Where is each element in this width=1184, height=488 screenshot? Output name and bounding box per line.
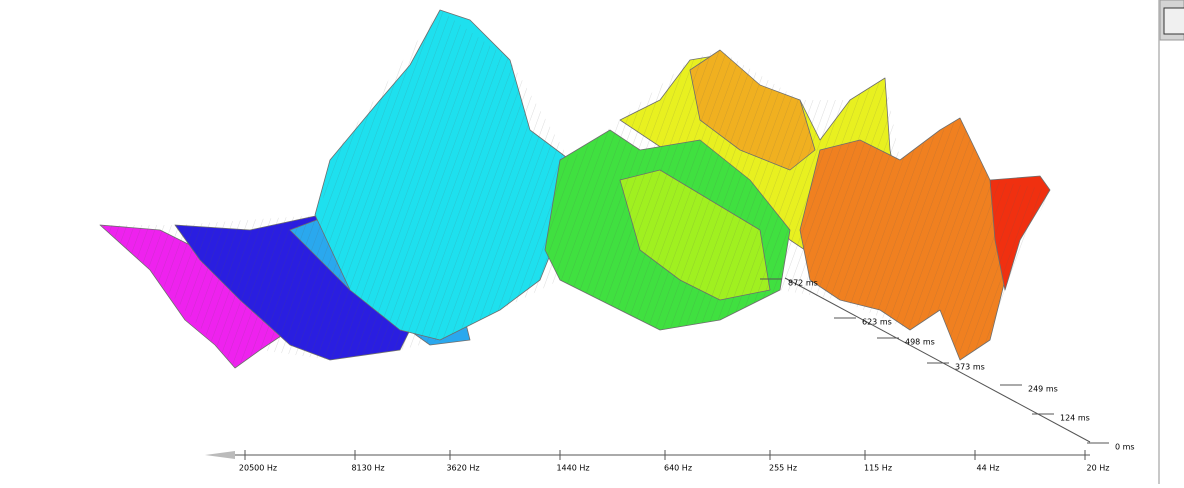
window-edge <box>1158 0 1184 484</box>
surface <box>99 9 1051 369</box>
time-label: 249 ms <box>1028 385 1058 394</box>
surface-mesh <box>100 10 1050 368</box>
time-label: 373 ms <box>955 363 985 372</box>
time-label: 872 ms <box>788 279 818 288</box>
frequency-label: 640 Hz <box>664 464 692 473</box>
frequency-label: 20 Hz <box>1087 464 1110 473</box>
frequency-label: 20500 Hz <box>239 464 277 473</box>
frequency-label: 255 Hz <box>769 464 797 473</box>
time-axis-line <box>784 277 1091 443</box>
button[interactable] <box>1163 7 1184 35</box>
time-label: 124 ms <box>1060 414 1090 423</box>
axis-arrow <box>205 451 235 459</box>
frequency-label: 1440 Hz <box>556 464 589 473</box>
time-axis: 0 ms 124 ms 249 ms 373 ms 498 ms 623 ms 872 ms <box>760 277 1135 452</box>
time-label: 498 ms <box>905 338 935 347</box>
frequency-axis: 20500 Hz 8130 Hz 3620 Hz 1440 Hz 640 Hz 255 H… <box>205 450 1109 473</box>
frequency-label: 8130 Hz <box>351 464 384 473</box>
frequency-label: 44 Hz <box>977 464 1000 473</box>
time-label: 0 ms <box>1115 443 1135 452</box>
frequency-label: 3620 Hz <box>446 464 479 473</box>
time-label: 623 ms <box>862 318 892 327</box>
frequency-label: 115 Hz <box>864 464 892 473</box>
